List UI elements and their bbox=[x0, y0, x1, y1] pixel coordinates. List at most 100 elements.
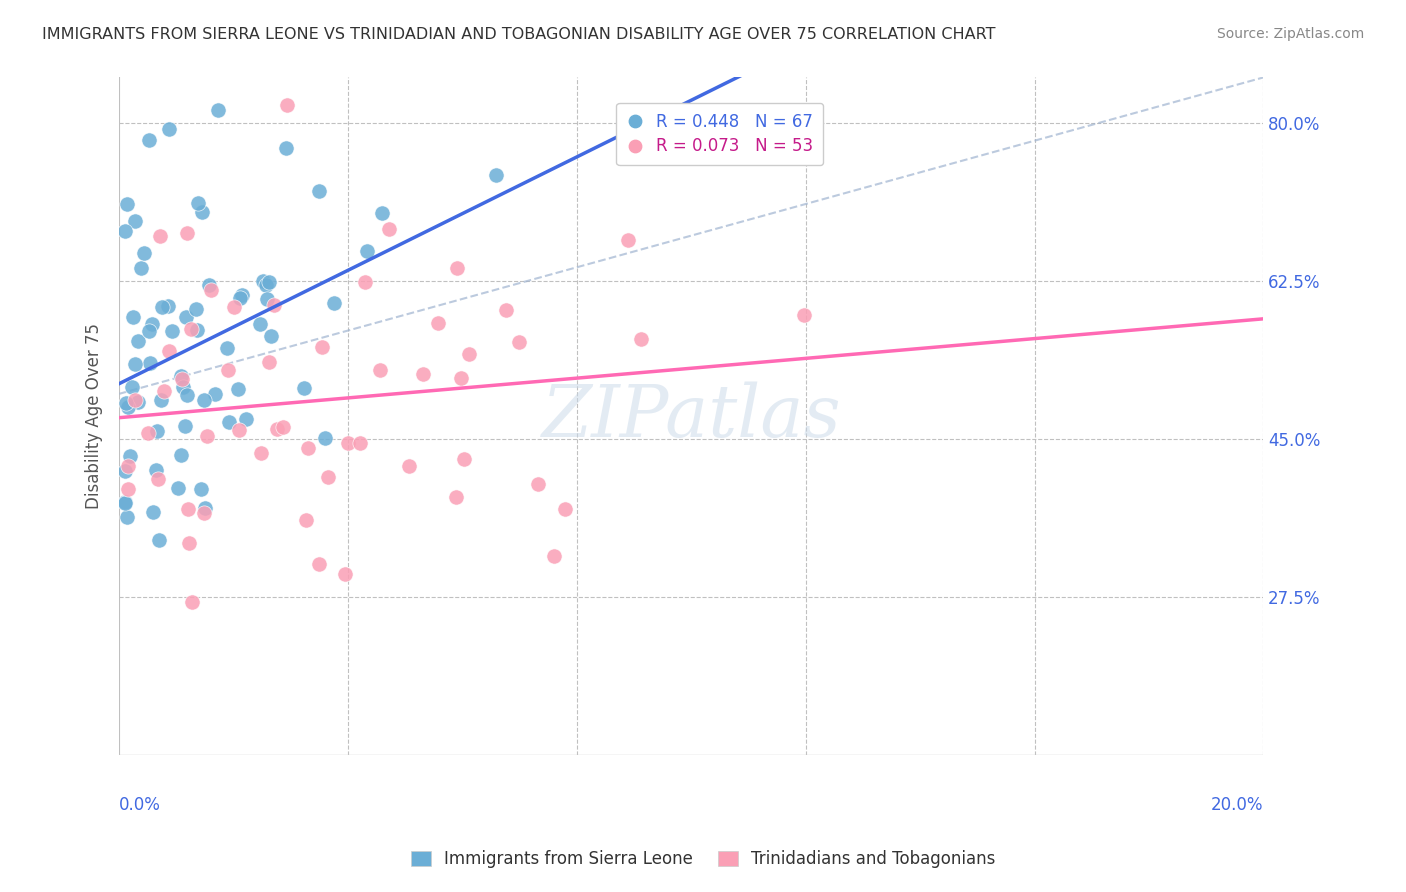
Point bbox=[114, 224, 136, 238]
Point bbox=[146, 424, 169, 438]
Point bbox=[349, 435, 371, 450]
Point bbox=[193, 392, 215, 407]
Point bbox=[297, 441, 319, 455]
Point bbox=[229, 292, 252, 306]
Point bbox=[333, 567, 356, 582]
Point bbox=[630, 332, 652, 346]
Text: ZIPatlas: ZIPatlas bbox=[541, 381, 841, 451]
Point bbox=[276, 97, 298, 112]
Point bbox=[218, 415, 240, 429]
Point bbox=[124, 357, 146, 371]
Point bbox=[217, 362, 239, 376]
Point bbox=[117, 459, 139, 474]
Point bbox=[259, 329, 281, 343]
Point bbox=[170, 368, 193, 383]
Point bbox=[172, 379, 194, 393]
Point bbox=[256, 293, 278, 307]
Point bbox=[190, 482, 212, 496]
Point bbox=[157, 344, 180, 359]
Point bbox=[149, 229, 172, 244]
Point bbox=[426, 317, 449, 331]
Point bbox=[176, 310, 198, 324]
Point bbox=[226, 382, 249, 396]
Point bbox=[311, 340, 333, 354]
Text: 0.0%: 0.0% bbox=[120, 796, 162, 814]
Point bbox=[160, 325, 183, 339]
Point bbox=[148, 472, 170, 486]
Point bbox=[263, 297, 285, 311]
Point bbox=[450, 371, 472, 385]
Point bbox=[228, 423, 250, 437]
Point bbox=[274, 141, 297, 155]
Point bbox=[371, 206, 394, 220]
Point bbox=[118, 449, 141, 463]
Point bbox=[215, 341, 238, 355]
Point bbox=[194, 500, 217, 515]
Point bbox=[398, 459, 420, 474]
Point bbox=[142, 505, 165, 519]
Point bbox=[308, 184, 330, 198]
Point bbox=[145, 463, 167, 477]
Point bbox=[176, 226, 198, 240]
Point bbox=[543, 549, 565, 564]
Point bbox=[356, 244, 378, 259]
Point bbox=[115, 395, 138, 409]
Point bbox=[138, 324, 160, 338]
Point bbox=[259, 355, 281, 369]
Point bbox=[292, 381, 315, 395]
Point bbox=[117, 197, 139, 211]
Point bbox=[231, 287, 253, 301]
Point bbox=[141, 318, 163, 332]
Point bbox=[457, 347, 479, 361]
Point bbox=[444, 490, 467, 504]
Point bbox=[322, 296, 344, 310]
Point bbox=[122, 310, 145, 324]
Point bbox=[453, 451, 475, 466]
Point bbox=[117, 400, 139, 414]
Point bbox=[495, 302, 517, 317]
Point bbox=[148, 533, 170, 547]
Point bbox=[174, 419, 197, 434]
Point bbox=[412, 368, 434, 382]
Point bbox=[249, 317, 271, 331]
Point bbox=[353, 275, 375, 289]
Point bbox=[170, 372, 193, 386]
Point bbox=[186, 323, 208, 337]
Point bbox=[179, 536, 201, 550]
Point bbox=[132, 245, 155, 260]
Point bbox=[124, 392, 146, 407]
Legend: Immigrants from Sierra Leone, Trinidadians and Tobagonians: Immigrants from Sierra Leone, Trinidadia… bbox=[404, 844, 1002, 875]
Point bbox=[184, 301, 207, 316]
Point bbox=[176, 502, 198, 516]
Point bbox=[254, 278, 277, 293]
Point bbox=[127, 394, 149, 409]
Point bbox=[235, 411, 257, 425]
Point bbox=[527, 476, 550, 491]
Point bbox=[149, 393, 172, 408]
Point bbox=[114, 495, 136, 509]
Point bbox=[259, 275, 281, 289]
Point bbox=[204, 387, 226, 401]
Point bbox=[180, 322, 202, 336]
Point bbox=[193, 506, 215, 520]
Point bbox=[114, 494, 136, 508]
Point bbox=[117, 482, 139, 496]
Point bbox=[115, 510, 138, 524]
Point bbox=[176, 388, 198, 402]
Point bbox=[224, 300, 246, 314]
Point bbox=[121, 380, 143, 394]
Point bbox=[308, 558, 330, 572]
Point bbox=[157, 299, 180, 313]
Point bbox=[187, 196, 209, 211]
Point bbox=[314, 431, 336, 445]
Point bbox=[191, 205, 214, 219]
Point bbox=[508, 335, 530, 350]
Point bbox=[200, 283, 222, 297]
Legend: R = 0.448   N = 67, R = 0.073   N = 53: R = 0.448 N = 67, R = 0.073 N = 53 bbox=[616, 103, 824, 165]
Point bbox=[124, 214, 146, 228]
Point bbox=[136, 426, 159, 441]
Point bbox=[129, 261, 152, 276]
Point bbox=[377, 222, 399, 236]
Point bbox=[793, 308, 815, 322]
Text: 20.0%: 20.0% bbox=[1211, 796, 1264, 814]
